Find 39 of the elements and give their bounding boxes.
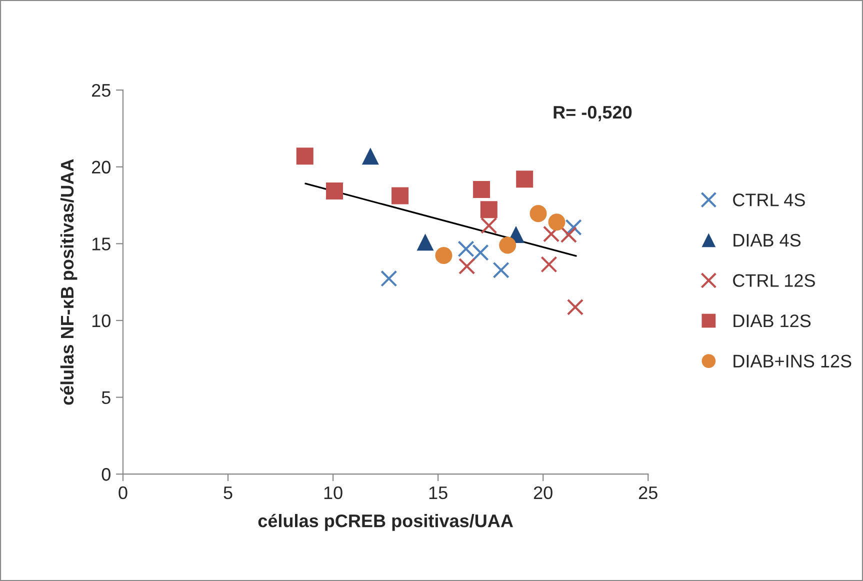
x-axis-title: células pCREB positivas/UAA (258, 514, 514, 531)
legend-label: DIAB+INS 12S (734, 354, 852, 368)
point (530, 205, 547, 222)
point (326, 182, 344, 200)
point (380, 270, 398, 287)
x-tick-label: 25 (638, 486, 658, 500)
point (473, 180, 490, 198)
point (362, 148, 379, 165)
legend-label: DIAB 12S (734, 314, 811, 328)
point (480, 201, 498, 218)
legend-label: CTRL 4S (733, 194, 805, 206)
point (492, 262, 510, 278)
point (480, 217, 498, 234)
point (548, 214, 566, 231)
point (566, 298, 584, 316)
x-tick-label: 20 (534, 486, 552, 500)
point (392, 187, 409, 204)
point (499, 236, 516, 254)
point (416, 234, 434, 251)
point (435, 246, 452, 264)
y-tick-label: 25 (92, 84, 110, 97)
x-tick-label: 15 (429, 486, 448, 500)
point (296, 148, 314, 165)
annotation: R= -0,520 (554, 106, 632, 122)
x-tick-label: 10 (324, 486, 342, 500)
point (458, 258, 476, 275)
x-tick-label: 0 (118, 486, 128, 500)
point (516, 170, 534, 188)
point (540, 256, 558, 273)
y-axis-title: células NF-κB positivas/UAA (60, 159, 78, 405)
y-tick-label: 10 (92, 314, 110, 328)
legend-label: DIAB 4S (734, 234, 801, 247)
y-tick-label: 20 (92, 160, 110, 174)
y-tick-label: 5 (102, 391, 110, 404)
point (565, 219, 582, 236)
y-tick-label: 0 (102, 468, 110, 481)
y-tick-label: 15 (92, 238, 110, 250)
x-tick-label: 5 (224, 486, 232, 500)
legend-label: CTRL 12S (733, 274, 815, 287)
